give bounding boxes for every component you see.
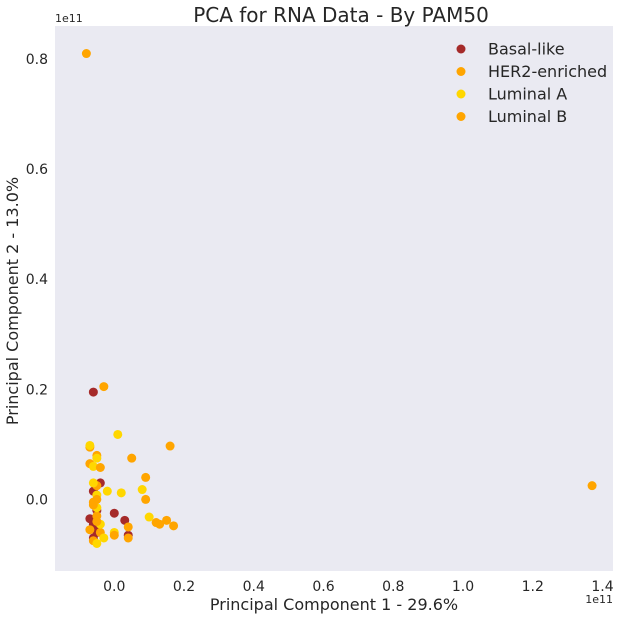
data-points: [81, 49, 597, 548]
data-point-luminal-a: [92, 453, 102, 463]
data-point-luminal-b: [162, 515, 172, 525]
data-point-luminal-b: [123, 522, 133, 532]
legend-marker: [456, 112, 466, 121]
data-point-luminal-a: [116, 488, 126, 498]
legend-label: HER2-enriched: [488, 62, 607, 81]
data-point-luminal-a: [92, 538, 102, 548]
data-point-luminal-a: [113, 429, 123, 439]
legend-label: Basal-like: [488, 40, 565, 59]
y-axis-label: Principal Component 2 - 13.0%: [3, 177, 22, 425]
data-point-luminal-a: [137, 485, 147, 495]
data-point-luminal-b: [92, 494, 102, 504]
x-tick-label: 0.6: [312, 579, 334, 595]
data-point-luminal-a: [88, 461, 98, 471]
legend-marker: [456, 44, 466, 54]
data-point-luminal-b: [587, 481, 597, 491]
data-point-luminal-b: [127, 453, 137, 463]
data-point-luminal-a: [144, 512, 154, 522]
legend-marker: [456, 67, 466, 76]
legend: Basal-like HER2-enriched Luminal A Luminal …: [456, 40, 607, 126]
data-point-luminal-b: [109, 530, 119, 540]
x-tick-label: 1.4: [591, 579, 613, 595]
x-tick-label: 1.0: [452, 579, 474, 595]
legend-label: Luminal B: [488, 107, 567, 126]
y-tick-label: 0.8: [26, 52, 48, 68]
data-point-luminal-a: [88, 478, 98, 488]
data-point-luminal-b: [151, 518, 161, 528]
y-tick-label: 0.4: [26, 272, 48, 288]
x-tick-labels: 0.0 0.2 0.4 0.6 0.8 1.0 1.2 1.4: [103, 579, 614, 595]
data-point-basal-like: [120, 515, 130, 525]
data-point-her2-enriched: [123, 533, 133, 543]
x-tick-label: 0.2: [173, 579, 195, 595]
data-point-luminal-a: [102, 486, 112, 496]
data-point-luminal-b: [169, 521, 179, 531]
x-axis-label: Principal Component 1 - 29.6%: [210, 595, 458, 614]
y-tick-labels: 0.0 0.2 0.4 0.6 0.8: [26, 52, 48, 508]
data-point-luminal-b: [165, 441, 175, 451]
chart-title: PCA for RNA Data - By PAM50: [193, 3, 489, 27]
y-offset-label: 1e11: [55, 12, 83, 25]
legend-marker: [456, 89, 466, 99]
y-tick-label: 0.2: [26, 382, 48, 398]
data-point-luminal-b: [85, 525, 95, 535]
data-point-luminal-b: [95, 463, 105, 473]
data-point-luminal-b: [141, 472, 151, 482]
x-tick-label: 1.2: [522, 579, 544, 595]
y-tick-label: 0.0: [26, 492, 48, 508]
data-point-her2-enriched: [99, 382, 109, 392]
data-point-luminal-a: [99, 533, 109, 543]
x-offset-label: 1e11: [585, 593, 613, 606]
data-point-basal-like: [109, 508, 119, 518]
data-point-basal-like: [88, 387, 98, 397]
data-point-her2-enriched: [81, 49, 91, 59]
data-point-luminal-b: [141, 494, 151, 504]
data-point-luminal-a: [85, 440, 95, 450]
legend-label: Luminal A: [488, 85, 567, 104]
x-tick-label: 0.8: [382, 579, 404, 595]
x-tick-label: 0.0: [103, 579, 125, 595]
x-tick-label: 0.4: [243, 579, 265, 595]
data-point-luminal-b: [92, 516, 102, 526]
y-tick-label: 0.6: [26, 162, 48, 178]
